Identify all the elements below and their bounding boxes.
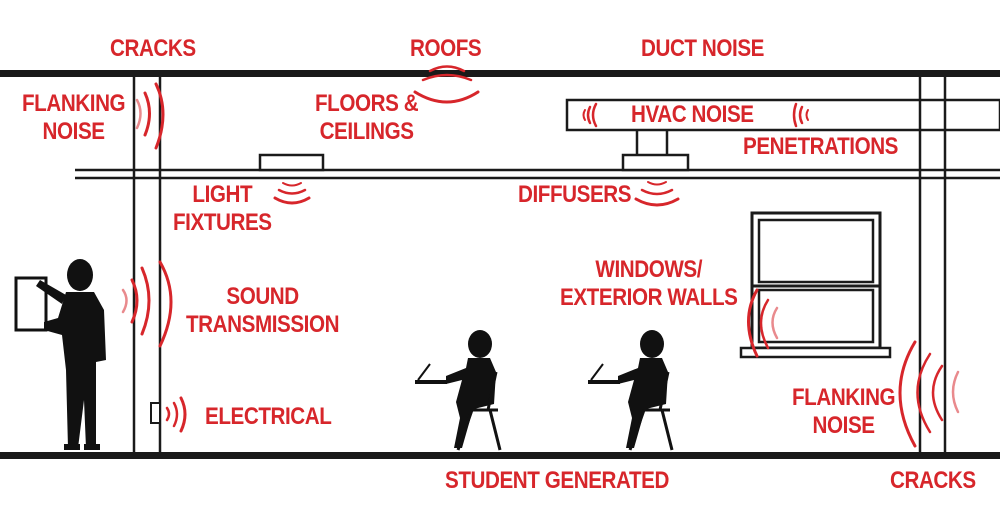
label-sound-transmission-line2: TRANSMISSION — [186, 311, 340, 338]
label-sound-transmission-line1: SOUND — [226, 283, 299, 310]
flanking-right-waves — [898, 340, 960, 448]
label-windows-exterior-walls: WINDOWS/ EXTERIOR WALLS — [560, 256, 738, 312]
roof-waves — [413, 65, 480, 104]
hvac-duct — [565, 98, 1000, 132]
label-sound-transmission: SOUND TRANSMISSION — [186, 283, 340, 339]
label-roofs: ROOFS — [410, 35, 482, 62]
label-light-fixtures-line1: LIGHT — [192, 181, 253, 208]
flanking-left-waves — [135, 82, 165, 150]
label-diffusers: DIFFUSERS — [518, 181, 632, 208]
light-waves — [273, 182, 311, 205]
label-windows-line1: WINDOWS/ — [595, 256, 703, 283]
whiteboard — [14, 276, 48, 332]
label-floors-ceilings-line2: CEILINGS — [319, 118, 414, 145]
roof-line — [0, 70, 1000, 77]
label-floors-ceilings: FLOORS & CEILINGS — [315, 90, 419, 146]
student-figure-left — [415, 330, 502, 451]
label-windows-line2: EXTERIOR WALLS — [560, 284, 738, 311]
hvac-waves-left — [582, 102, 598, 128]
transmission-waves — [121, 260, 173, 348]
building-structure — [0, 70, 1000, 459]
label-penetrations: PENETRATIONS — [743, 133, 899, 160]
right-wall — [918, 77, 947, 452]
teacher-figure — [14, 259, 106, 450]
electrical-outlet-icon — [150, 402, 161, 424]
window-waves — [747, 288, 779, 358]
floor-line — [0, 452, 1000, 459]
student-figure-right — [588, 330, 674, 451]
label-electrical: ELECTRICAL — [205, 403, 332, 430]
label-light-fixtures: LIGHT FIXTURES — [173, 181, 272, 237]
label-light-fixtures-line2: FIXTURES — [173, 209, 272, 236]
label-flanking-noise-right-line1: FLANKING — [792, 384, 896, 411]
light-fixture — [258, 153, 325, 172]
hvac-waves-right — [792, 102, 809, 128]
label-student-generated: STUDENT GENERATED — [445, 467, 669, 494]
label-floors-ceilings-line1: FLOORS & — [315, 90, 419, 117]
label-flanking-noise-left-line1: FLANKING — [22, 90, 126, 117]
label-flanking-noise-left-line2: NOISE — [42, 118, 106, 145]
label-flanking-noise-right: FLANKING NOISE — [792, 384, 896, 440]
label-cracks-top: CRACKS — [110, 35, 196, 62]
sound-wave-icon — [121, 65, 960, 448]
label-hvac-noise: HVAC NOISE — [631, 101, 754, 128]
duct-drop — [635, 130, 669, 155]
diffuser-fixture — [621, 153, 690, 172]
label-cracks-bottom: CRACKS — [890, 467, 976, 494]
diffuser-waves — [634, 181, 680, 207]
label-flanking-noise-right-line2: NOISE — [812, 412, 876, 439]
label-duct-noise: DUCT NOISE — [641, 35, 764, 62]
electrical-waves — [165, 396, 187, 433]
ceiling-beam — [75, 168, 1000, 180]
label-flanking-noise-left: FLANKING NOISE — [22, 90, 126, 146]
